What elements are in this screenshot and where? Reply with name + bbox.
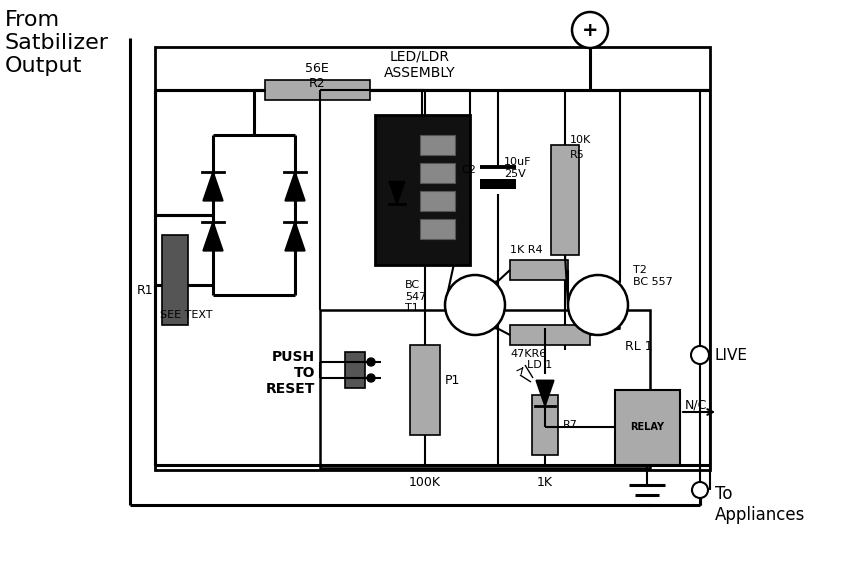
Circle shape	[692, 482, 708, 498]
Text: LED/LDR
ASSEMBLY: LED/LDR ASSEMBLY	[384, 50, 456, 80]
Bar	[155, 47, 710, 470]
Bar	[510, 325, 590, 345]
Text: C2: C2	[461, 165, 476, 175]
Text: T2
BC 557: T2 BC 557	[633, 265, 672, 287]
Bar	[420, 219, 455, 239]
Text: LD 1: LD 1	[527, 360, 552, 370]
Bar	[375, 115, 470, 265]
Text: R1: R1	[137, 283, 153, 296]
Text: BC
547
T1: BC 547 T1	[405, 280, 426, 313]
Text: From
Satbilizer
Output: From Satbilizer Output	[5, 10, 109, 77]
Bar	[265, 80, 370, 100]
Text: R7: R7	[563, 420, 578, 430]
Polygon shape	[285, 222, 305, 251]
Text: RL 1: RL 1	[625, 340, 653, 353]
Text: 1K: 1K	[537, 476, 553, 489]
Text: 10uF
25V: 10uF 25V	[504, 157, 531, 178]
Bar	[420, 191, 455, 211]
Text: 100K: 100K	[409, 476, 441, 489]
Text: RELAY: RELAY	[630, 422, 664, 432]
Polygon shape	[203, 222, 223, 251]
Bar	[532, 395, 558, 455]
Circle shape	[445, 275, 505, 335]
Circle shape	[572, 12, 608, 48]
Bar	[551, 145, 579, 255]
Bar	[410, 345, 440, 435]
Text: 56E
R2: 56E R2	[305, 62, 329, 90]
Polygon shape	[203, 172, 223, 201]
Text: 10K: 10K	[570, 135, 592, 145]
Bar	[615, 390, 680, 465]
Text: P1: P1	[445, 374, 461, 386]
Text: PUSH
TO
RESET: PUSH TO RESET	[265, 350, 315, 396]
Text: N/C: N/C	[685, 399, 707, 411]
Polygon shape	[389, 182, 405, 204]
Polygon shape	[536, 381, 554, 406]
Circle shape	[367, 358, 375, 366]
Bar	[510, 260, 568, 280]
Bar	[420, 163, 455, 183]
Bar	[320, 310, 650, 468]
Text: SEE TEXT: SEE TEXT	[160, 310, 212, 320]
Text: LIVE: LIVE	[715, 348, 748, 362]
Circle shape	[367, 374, 375, 382]
Circle shape	[568, 275, 628, 335]
Bar	[480, 179, 516, 189]
Bar	[162, 235, 188, 325]
Circle shape	[691, 346, 709, 364]
Polygon shape	[285, 172, 305, 201]
Text: 47KR6: 47KR6	[510, 349, 547, 359]
Bar	[345, 352, 365, 388]
Text: +: +	[581, 20, 598, 40]
Text: 1K R4: 1K R4	[510, 245, 542, 255]
Text: R5: R5	[570, 150, 585, 160]
Text: To
Appliances: To Appliances	[715, 485, 805, 524]
Bar	[420, 135, 455, 155]
